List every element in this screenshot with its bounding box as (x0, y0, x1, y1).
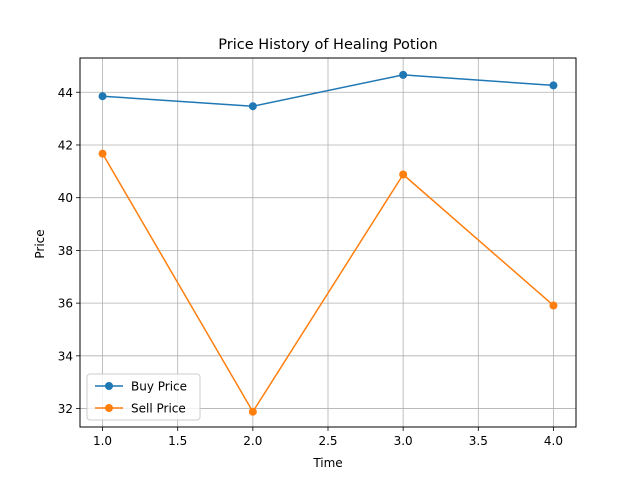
buy-price-point (549, 81, 558, 90)
legend-buy-price-label: Buy Price (131, 380, 187, 394)
legend-sell-price-label: Sell Price (131, 402, 186, 416)
sell-price-point (98, 149, 107, 158)
buy-price-point (98, 92, 107, 101)
y-tick-label: 32 (58, 402, 73, 416)
y-tick-label: 38 (58, 244, 73, 258)
legend-sell-price-marker (105, 404, 113, 412)
y-tick-label: 36 (58, 297, 73, 311)
y-tick-label: 44 (58, 86, 73, 100)
sell-price-line (101, 153, 554, 413)
x-tick-label: 3.5 (469, 434, 488, 448)
sell-price-point (248, 407, 257, 416)
x-axis-label: Time (312, 456, 342, 470)
x-tick-label: 2.5 (318, 434, 337, 448)
x-tick-label: 2.0 (243, 434, 262, 448)
buy-price-line (102, 74, 554, 107)
x-tick-label: 1.0 (93, 434, 112, 448)
legend: Buy Price Sell Price (86, 373, 201, 421)
buy-price-point (248, 102, 257, 111)
chart-title: Price History of Healing Potion (218, 37, 437, 53)
x-axis: 1.0 1.5 2.0 2.5 3.0 3.5 4.0 (93, 427, 563, 448)
y-axis: 32 34 36 38 40 42 44 (58, 86, 80, 416)
x-tick-label: 1.5 (168, 434, 187, 448)
y-tick-label: 42 (58, 138, 73, 152)
buy-price-point (399, 70, 408, 79)
legend-buy-price-marker (105, 382, 113, 390)
y-tick-label: 40 (58, 191, 73, 205)
sell-price-point (549, 301, 558, 310)
y-tick-label: 34 (58, 349, 73, 363)
x-tick-label: 4.0 (544, 434, 563, 448)
series-layer (98, 70, 558, 416)
x-tick-label: 3.0 (394, 434, 413, 448)
y-axis-label: Price (33, 229, 47, 258)
sell-price-point (399, 170, 408, 179)
